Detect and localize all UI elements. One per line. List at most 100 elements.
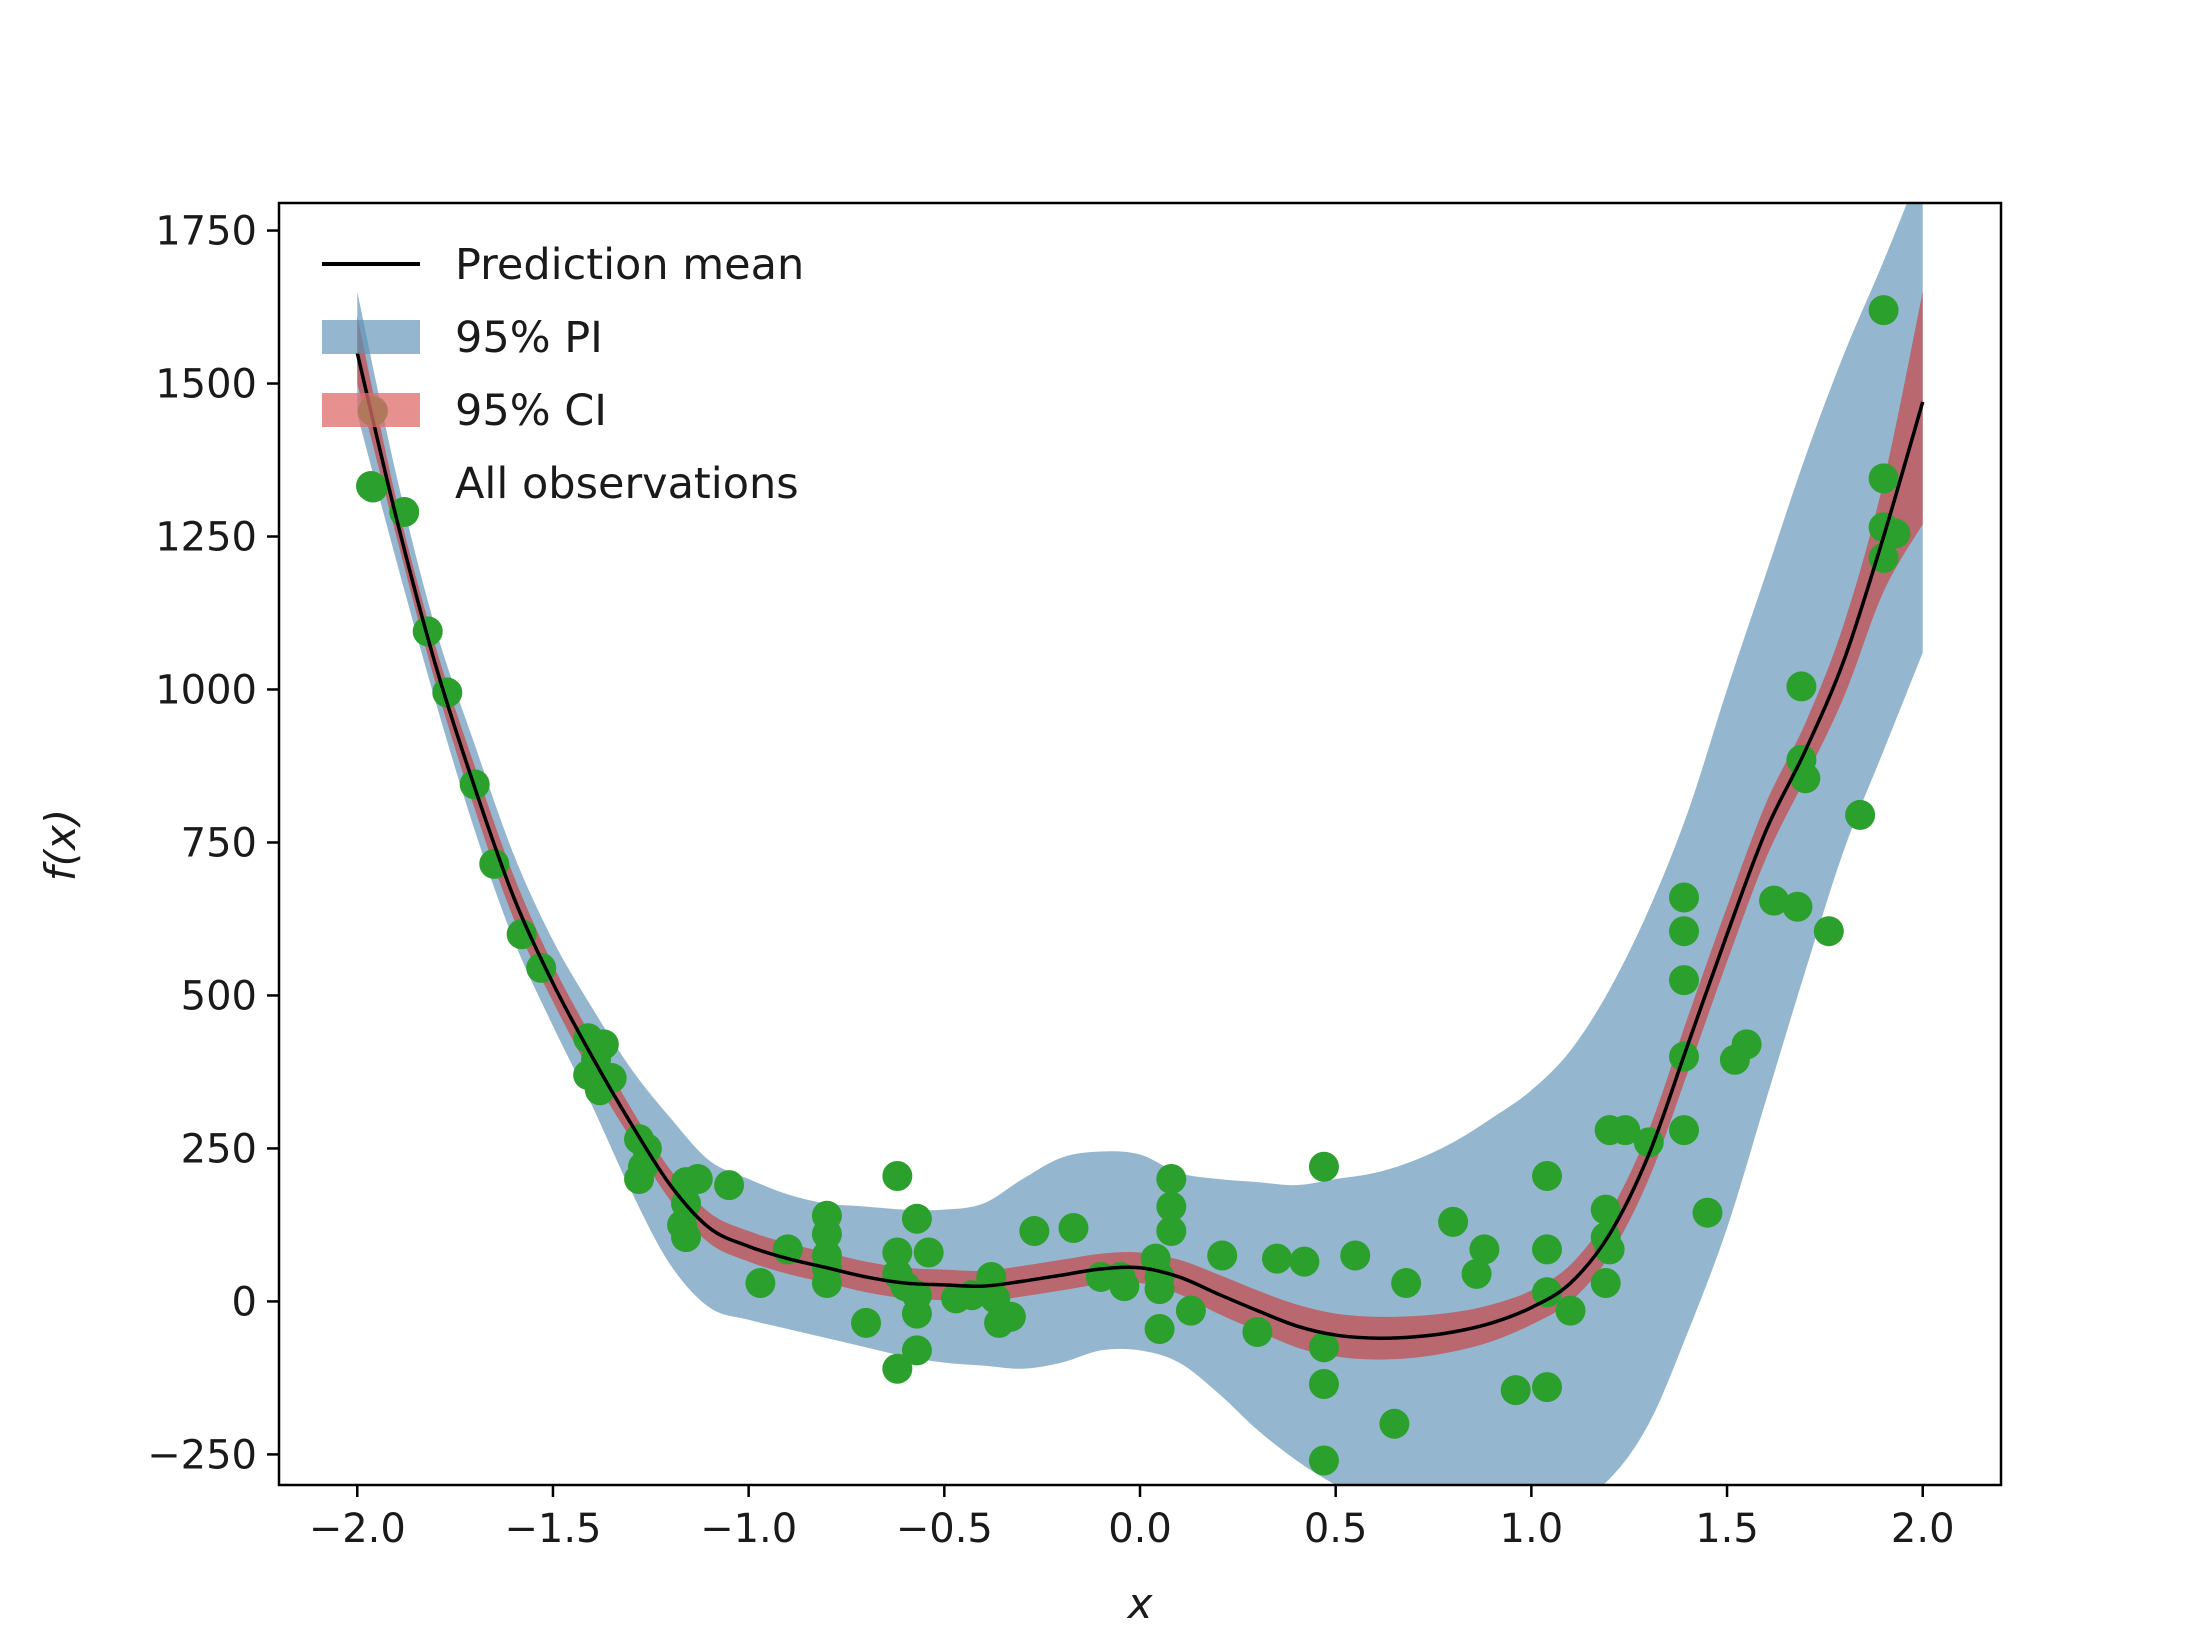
observation-point-42	[913, 1237, 944, 1268]
y-tick-label: 1000	[155, 667, 257, 713]
observation-point-85	[1590, 1268, 1621, 1299]
legend-mean-label: Prediction mean	[455, 240, 804, 290]
observation-point-62	[1207, 1240, 1238, 1271]
pi-band	[357, 203, 1923, 1485]
observation-point-7	[506, 919, 537, 950]
legend-pi-label: 95% PI	[455, 313, 603, 363]
x-tick-label: 0.0	[1108, 1506, 1172, 1552]
x-tick-label: 1.5	[1695, 1506, 1759, 1552]
observation-point-69	[1308, 1445, 1339, 1476]
observation-point-71	[1379, 1408, 1410, 1439]
observation-point-75	[1469, 1234, 1500, 1265]
observation-point-104	[1868, 295, 1899, 326]
observation-point-65	[1289, 1246, 1320, 1277]
observation-point-6	[479, 848, 510, 879]
observation-point-74	[1461, 1258, 1492, 1289]
observation-point-28	[811, 1219, 842, 1250]
observation-point-66	[1308, 1151, 1339, 1182]
observation-point-68	[1308, 1369, 1339, 1400]
x-tick-label: 0.5	[1304, 1506, 1368, 1552]
observation-point-59	[1156, 1191, 1187, 1222]
observation-point-60	[1156, 1216, 1187, 1247]
observation-point-91	[1669, 965, 1699, 996]
observation-point-76	[1500, 1375, 1531, 1406]
observation-point-35	[882, 1237, 913, 1268]
observation-point-32	[851, 1307, 882, 1338]
y-tick-label: −250	[147, 1432, 257, 1478]
observation-point-49	[1019, 1216, 1050, 1247]
x-axis: −2.0 −1.5 −1.0 −0.5 0.0 0.5 1.0 1.5 2.0	[309, 1485, 1955, 1552]
observation-point-94	[1692, 1197, 1723, 1228]
observation-point-82	[1590, 1194, 1621, 1225]
observation-point-64	[1261, 1243, 1292, 1274]
observation-point-90	[1669, 916, 1699, 947]
y-tick-label: 750	[181, 820, 257, 866]
observation-point-33	[882, 1160, 913, 1191]
observation-point-41	[901, 1335, 932, 1366]
observation-point-23	[671, 1222, 702, 1253]
observations-layer	[357, 295, 1911, 1476]
observation-point-20	[682, 1164, 713, 1195]
observation-point-70	[1340, 1240, 1371, 1271]
y-axis-label: f(x)	[36, 809, 85, 881]
observation-point-56	[1144, 1274, 1175, 1305]
observation-point-34	[882, 1353, 913, 1384]
x-tick-label: 1.0	[1500, 1506, 1564, 1552]
observation-point-79	[1532, 1277, 1563, 1308]
observation-point-31	[811, 1268, 842, 1299]
observation-point-73	[1438, 1206, 1469, 1237]
legend-observations-label: All observations	[455, 459, 799, 509]
observation-point-25	[745, 1268, 776, 1299]
observation-point-40	[901, 1298, 932, 1329]
observation-point-103	[1845, 799, 1876, 830]
observation-point-24	[714, 1170, 745, 1201]
x-tick-label: −0.5	[896, 1506, 993, 1552]
observation-point-77	[1532, 1160, 1563, 1191]
y-tick-label: 1500	[155, 362, 257, 408]
observation-point-38	[901, 1203, 932, 1234]
x-tick-label: 2.0	[1891, 1506, 1955, 1552]
observation-point-72	[1391, 1268, 1422, 1299]
observation-point-98	[1782, 891, 1813, 922]
observation-point-18	[624, 1164, 655, 1195]
observation-point-78	[1532, 1234, 1563, 1265]
observation-point-93	[1669, 1115, 1699, 1146]
observation-point-96	[1731, 1029, 1762, 1060]
plot-area	[355, 203, 1925, 1485]
y-tick-label: 250	[181, 1126, 257, 1172]
observation-point-102	[1813, 916, 1844, 947]
observation-point-48	[995, 1301, 1026, 1332]
legend-pi-swatch	[322, 320, 420, 354]
observation-point-53	[1109, 1271, 1140, 1302]
observation-point-80	[1532, 1372, 1563, 1403]
observation-point-67	[1308, 1332, 1339, 1363]
x-tick-label: −1.5	[504, 1506, 601, 1552]
observation-point-63	[1242, 1317, 1273, 1348]
legend-ci-label: 95% CI	[455, 386, 607, 436]
y-axis: −250 0 250 500 750 1000 1250 1500 1750	[147, 209, 279, 1478]
x-axis-label: x	[1126, 1579, 1154, 1628]
observation-point-99	[1786, 671, 1817, 702]
x-tick-label: −2.0	[309, 1506, 406, 1552]
observation-point-84	[1594, 1234, 1625, 1265]
legend-observation-marker	[356, 471, 386, 501]
y-tick-label: 1750	[155, 209, 257, 255]
observation-point-87	[1610, 1115, 1641, 1146]
x-tick-label: −1.0	[700, 1506, 797, 1552]
legend: Prediction mean 95% PI 95% CI All observ…	[322, 240, 804, 509]
y-tick-label: 0	[232, 1279, 257, 1325]
observation-point-81	[1555, 1295, 1586, 1326]
observation-point-50	[1058, 1212, 1089, 1243]
prediction-mean-line	[355, 352, 1925, 1340]
y-tick-label: 500	[181, 973, 257, 1019]
observation-point-61	[1175, 1295, 1206, 1326]
observation-point-89	[1669, 882, 1699, 913]
observation-point-97	[1759, 885, 1790, 916]
y-tick-label: 1250	[155, 515, 257, 561]
observation-point-105	[1868, 463, 1899, 494]
observation-point-58	[1156, 1164, 1187, 1195]
observation-point-101	[1790, 763, 1821, 794]
observation-point-57	[1144, 1313, 1175, 1344]
legend-ci-swatch	[322, 393, 420, 427]
